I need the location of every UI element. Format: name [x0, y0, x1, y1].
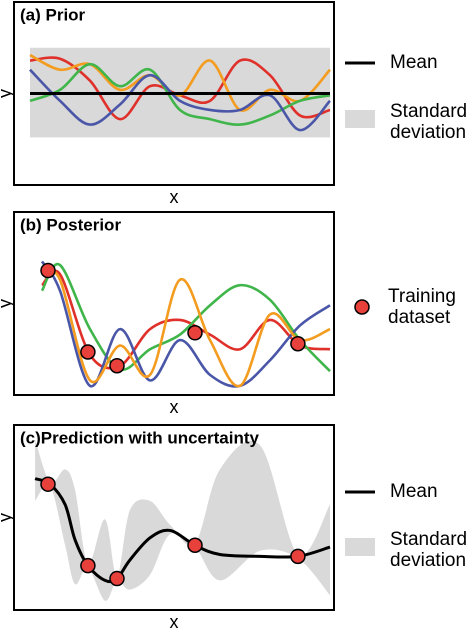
- sample-line: [29, 62, 331, 126]
- x-axis-label: x: [170, 397, 179, 417]
- legend-label: Mean: [390, 52, 438, 73]
- training-point: [290, 336, 306, 352]
- training-point: [40, 476, 56, 492]
- std-band: [35, 439, 330, 601]
- legend-label: Mean: [390, 481, 438, 502]
- sample-line: [40, 260, 331, 388]
- legend-swatch: [345, 538, 375, 556]
- x-axis-label: x: [170, 612, 179, 631]
- sample-line: [29, 53, 331, 112]
- sample-line: [29, 68, 331, 132]
- y-axis-label: y: [0, 513, 15, 522]
- training-point: [187, 325, 203, 341]
- sample-line: [41, 269, 331, 388]
- x-axis-label: x: [170, 187, 179, 207]
- legend-label: Training dataset: [388, 286, 456, 328]
- y-axis-label: y: [0, 89, 15, 98]
- y-axis-label: y: [0, 299, 15, 308]
- plot-area: [29, 47, 331, 138]
- panel-title: (a) Prior: [20, 5, 86, 24]
- legend-marker: [354, 299, 370, 315]
- training-point: [80, 557, 96, 574]
- training-point: [80, 344, 96, 360]
- training-point: [40, 262, 56, 279]
- plot-area: [34, 439, 331, 601]
- axes-frame: [13, 1, 335, 186]
- legend-swatch: [345, 110, 375, 128]
- axes-frame: [13, 424, 335, 611]
- panel-title: (b) Posterior: [20, 215, 121, 234]
- plot-area: [40, 260, 331, 388]
- legend-label: Standard deviation: [390, 529, 468, 571]
- sample-line: [41, 269, 331, 370]
- training-point: [290, 548, 306, 565]
- training-point: [187, 537, 203, 553]
- mean-line: [34, 477, 331, 584]
- legend-label: Standard deviation: [390, 101, 468, 143]
- sample-line: [40, 262, 331, 373]
- training-point: [109, 357, 125, 374]
- panel-title: (c)Prediction with uncertainty: [20, 428, 260, 447]
- training-point: [109, 570, 125, 587]
- axes-frame: [13, 211, 335, 396]
